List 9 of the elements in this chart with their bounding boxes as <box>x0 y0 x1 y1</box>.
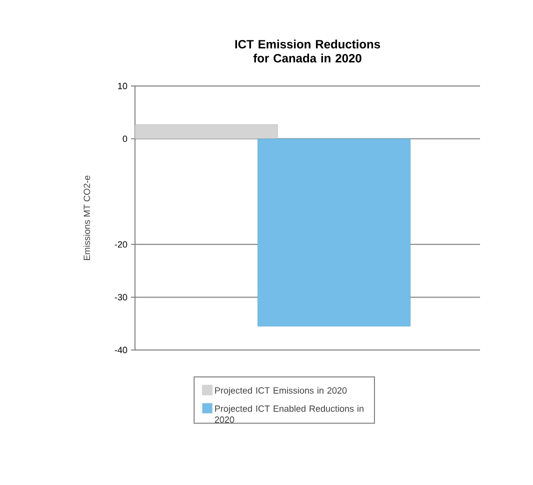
y-tick-label: -40 <box>114 346 128 354</box>
chart-title: ICT Emission Reductions for Canada in 2020 <box>235 40 380 62</box>
y-tick-label: -30 <box>114 294 128 300</box>
y-tick-label: 0 <box>122 136 128 142</box>
legend-label: Projected ICT Enabled Reductions in 2020 <box>214 405 364 423</box>
y-axis-title: Emissions MT CO2-e <box>83 176 90 260</box>
legend-label: Projected ICT Emissions in 2020 <box>215 387 347 396</box>
y-tick-label: 10 <box>118 82 128 90</box>
y-tick-label: -20 <box>114 241 128 248</box>
